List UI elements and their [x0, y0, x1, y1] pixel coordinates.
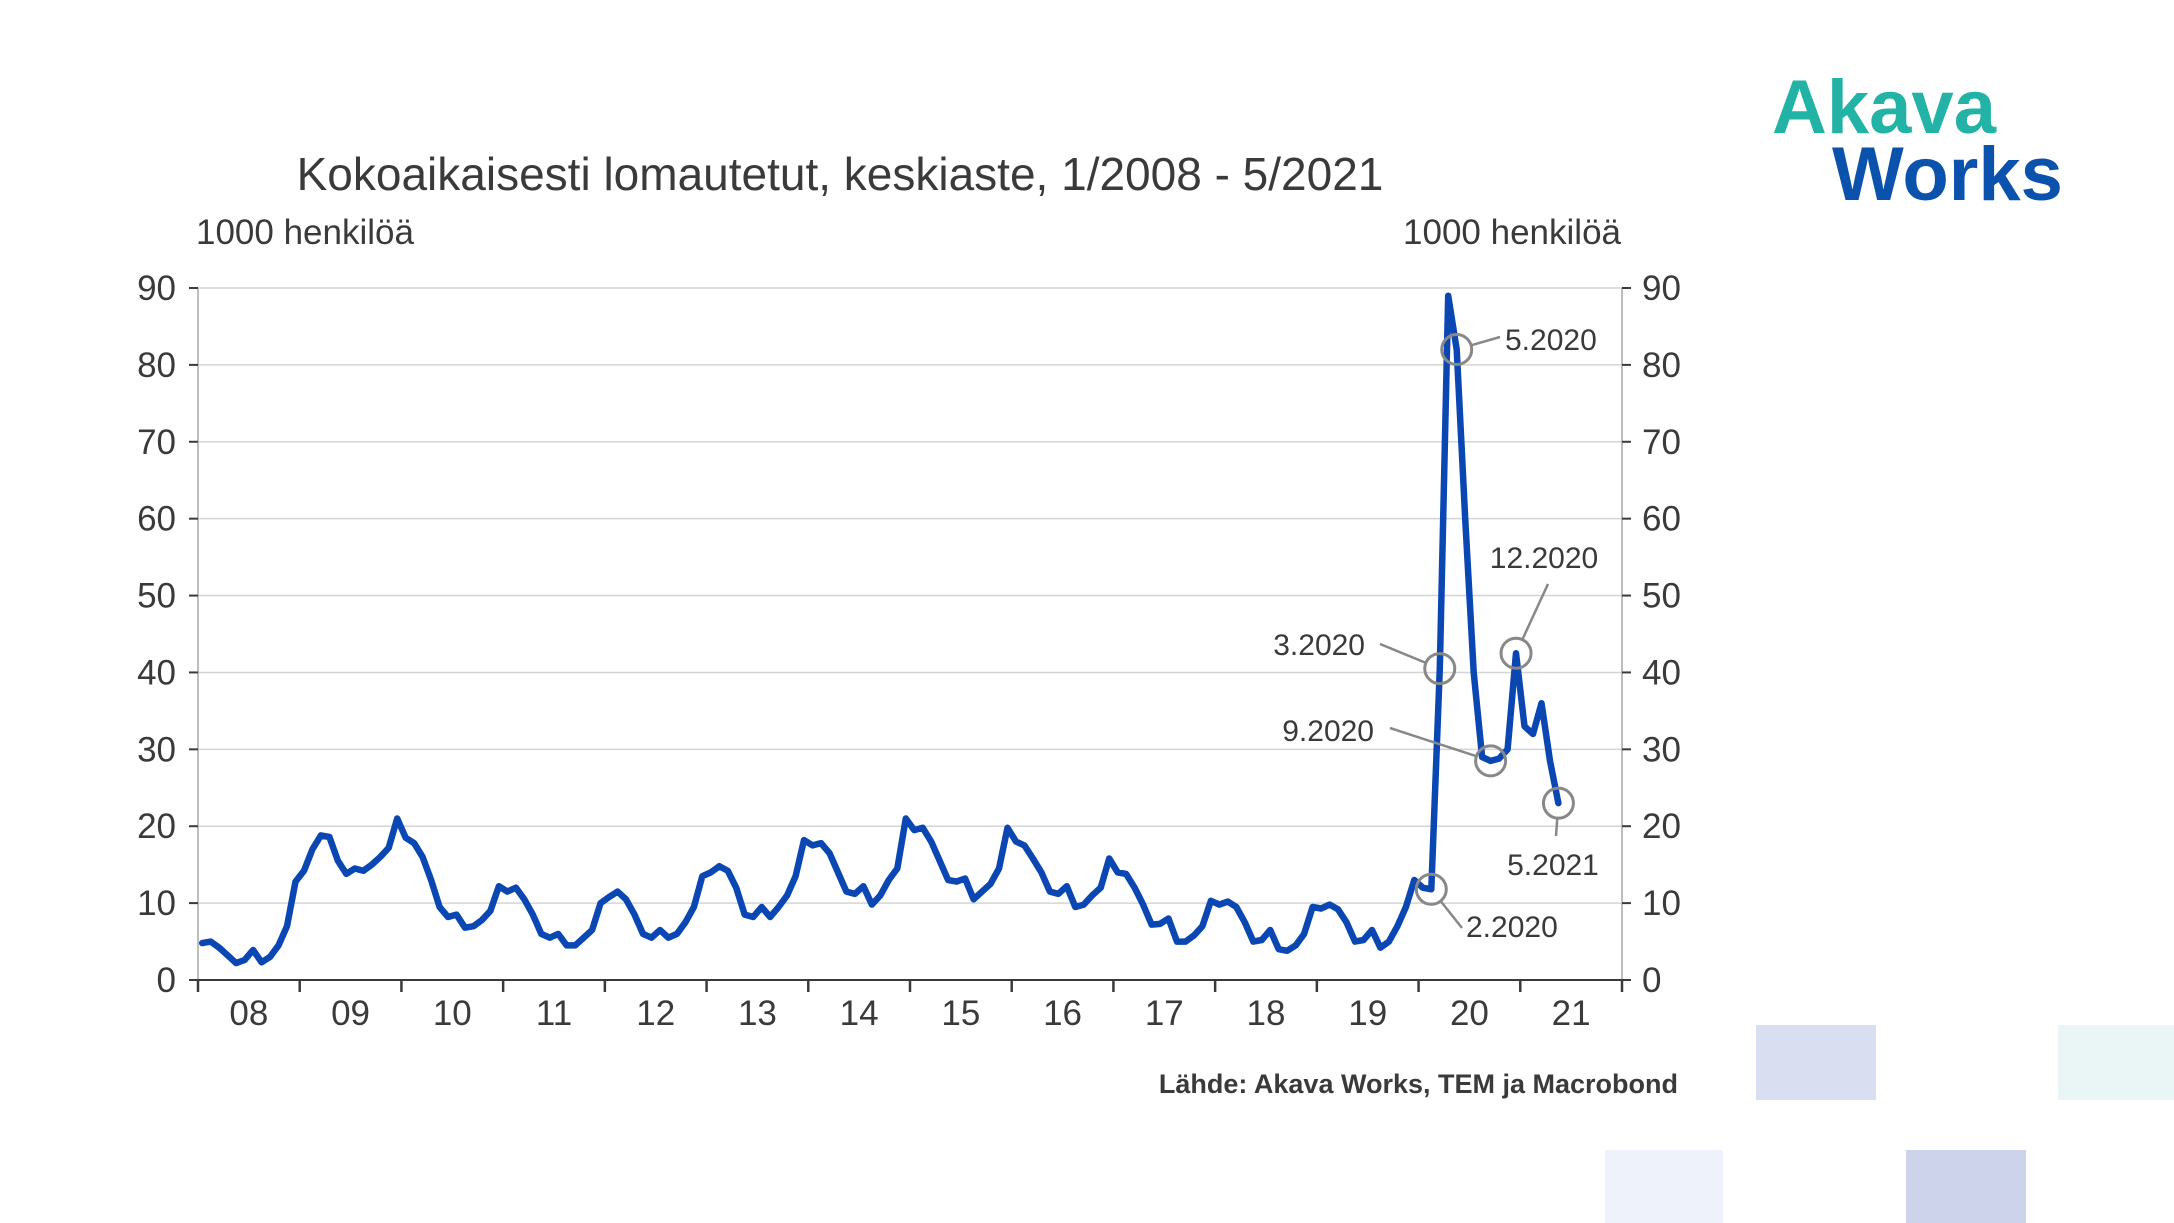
y-tick-label-left: 30: [137, 730, 176, 769]
x-tick-label: 13: [738, 994, 777, 1033]
annotation-circle: [1474, 744, 1508, 778]
annotation-label: 12.2020: [1490, 542, 1598, 575]
x-tick-label: 10: [433, 994, 472, 1033]
annotation-leader: [1521, 583, 1550, 641]
annotations: 2.2020 3.2020 5.2020 9.2020 12.2020 5.2021: [1273, 324, 1599, 944]
y-tick-label-right: 50: [1642, 577, 1681, 616]
y-tick-label-right: 90: [1642, 269, 1681, 308]
x-tick-label: 16: [1043, 994, 1082, 1033]
x-tick-label: 12: [636, 994, 675, 1033]
y-tick-label-left: 90: [137, 269, 176, 308]
y-tick-label-left: 20: [137, 807, 176, 846]
y-tick-label-right: 0: [1642, 961, 1661, 1000]
series-group: [198, 292, 1562, 967]
y-tick-label-left: 0: [157, 961, 176, 1000]
logo-akava: Akava: [1772, 65, 1997, 150]
y-tick-label-right: 20: [1642, 807, 1681, 846]
x-tick-label: 19: [1348, 994, 1387, 1033]
annotation-leader: [1470, 335, 1501, 347]
y-tick-label-right: 70: [1642, 423, 1681, 462]
annotation-label: 5.2021: [1507, 849, 1599, 882]
annotation-leader: [1389, 726, 1477, 758]
decorative-squares: [1605, 1025, 2174, 1223]
y-axis-label-right: 1000 henkilöä: [1403, 213, 1621, 252]
y-tick-label-left: 10: [137, 884, 176, 923]
y-axis-left: 0 10 20 30 40 50 60 70 80 90: [137, 269, 198, 1000]
x-tick-label: 09: [331, 994, 370, 1033]
deco-square: [1906, 1150, 2026, 1223]
x-tick-label: 15: [941, 994, 980, 1033]
annotation-leader: [1439, 900, 1463, 929]
y-axis-right: 0 10 20 30 40 50 60 70 80 90: [1622, 269, 1681, 1000]
annotation-circle: [1423, 652, 1457, 686]
gridlines: [198, 287, 1622, 904]
annotation-leader: [1379, 642, 1427, 665]
source-note: Lähde: Akava Works, TEM ja Macrobond: [1159, 1069, 1678, 1099]
y-tick-label-right: 60: [1642, 500, 1681, 539]
x-tick-label: 11: [536, 994, 572, 1033]
annotation-circle: [1541, 786, 1575, 820]
y-tick-label-left: 80: [137, 346, 176, 385]
y-tick-label-left: 60: [137, 500, 176, 539]
annotation-label: 3.2020: [1273, 629, 1365, 662]
annotation-circle: [1440, 333, 1474, 367]
x-tick-label: 08: [229, 994, 268, 1033]
deco-square: [1605, 1150, 1723, 1223]
y-tick-label-right: 30: [1642, 730, 1681, 769]
y-tick-label-left: 40: [137, 653, 176, 692]
annotation-label: 2.2020: [1466, 911, 1558, 944]
logo-works: Works: [1832, 132, 2063, 217]
annotation-label: 9.2020: [1282, 715, 1374, 748]
annotation-label: 5.2020: [1505, 324, 1597, 357]
x-tick-label: 14: [840, 994, 879, 1033]
y-tick-label-right: 10: [1642, 884, 1681, 923]
annotation-circle: [1499, 636, 1533, 670]
annotation-leader: [1554, 818, 1559, 837]
y-tick-label-right: 40: [1642, 653, 1681, 692]
series-line: [198, 292, 1562, 967]
x-tick-label: 21: [1552, 994, 1591, 1033]
deco-square: [2058, 1025, 2174, 1100]
deco-square: [1756, 1025, 1876, 1100]
y-tick-label-left: 50: [137, 577, 176, 616]
x-tick-label: 17: [1145, 994, 1184, 1033]
y-tick-label-right: 80: [1642, 346, 1681, 385]
y-tick-label-left: 70: [137, 423, 176, 462]
chart-title: Kokoaikaisesti lomautetut, keskiaste, 1/…: [297, 148, 1384, 200]
annotation-circle: [1414, 872, 1448, 906]
x-tick-label: 20: [1450, 994, 1489, 1033]
axes: [197, 288, 1623, 981]
x-axis: 08 09 10 11 12 13 14 15 16 17 18 19 20 21: [196, 980, 1624, 1033]
x-tick-label: 18: [1247, 994, 1286, 1033]
y-axis-label-left: 1000 henkilöä: [196, 213, 414, 252]
